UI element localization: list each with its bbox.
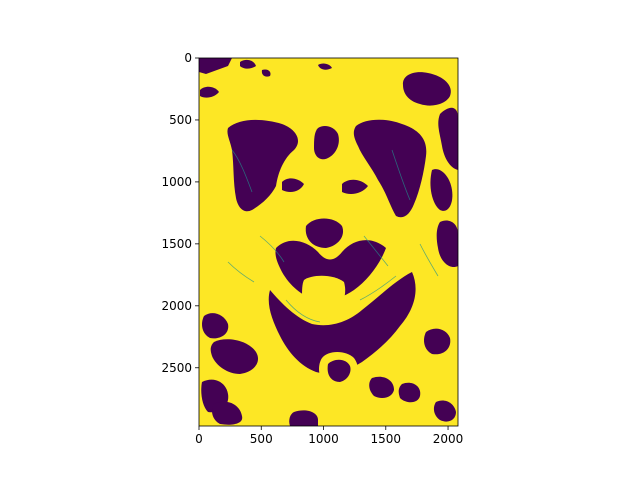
x-tick-label: 1500 xyxy=(371,432,402,446)
dark-region xyxy=(200,86,219,98)
dark-region xyxy=(430,169,453,211)
dark-region xyxy=(436,220,458,268)
y-tick-label: 1500 xyxy=(161,237,192,251)
dark-region xyxy=(268,272,416,374)
x-tick-label: 2000 xyxy=(433,432,464,446)
dark-region xyxy=(327,359,351,382)
dark-region xyxy=(282,178,304,192)
dark-region xyxy=(199,58,232,74)
dark-region xyxy=(289,410,318,426)
dark-region xyxy=(438,107,458,170)
dark-region xyxy=(369,376,394,398)
dark-region xyxy=(210,339,259,374)
y-tick-label: 2500 xyxy=(161,361,192,375)
dark-region xyxy=(402,72,451,106)
dark-region xyxy=(212,401,243,425)
x-tick-label: 1000 xyxy=(308,432,339,446)
edge-speckles xyxy=(227,149,439,323)
axes-frame xyxy=(198,57,459,427)
tongue-region xyxy=(302,275,346,319)
y-tick-label: 500 xyxy=(169,113,192,127)
dark-region xyxy=(240,59,256,69)
dark-region xyxy=(342,179,368,194)
x-axis: 0 500 1000 1500 2000 xyxy=(195,426,463,446)
x-tick-label: 0 xyxy=(195,432,203,446)
dark-region xyxy=(353,119,427,218)
thresholded-dog-image xyxy=(199,58,458,426)
dark-region xyxy=(424,328,451,355)
dark-region xyxy=(202,313,229,339)
dark-region xyxy=(261,69,271,77)
y-tick-label: 0 xyxy=(184,51,192,65)
x-tick-label: 500 xyxy=(250,432,273,446)
dark-region xyxy=(398,382,421,403)
y-tick-label: 2000 xyxy=(161,299,192,313)
dark-region xyxy=(318,63,332,70)
dark-region xyxy=(433,400,456,422)
y-tick-label: 1000 xyxy=(161,175,192,189)
y-axis: 0 500 1000 1500 2000 2500 xyxy=(161,51,199,375)
dark-region xyxy=(314,126,339,160)
dark-region xyxy=(227,119,298,212)
dark-region xyxy=(305,218,344,248)
